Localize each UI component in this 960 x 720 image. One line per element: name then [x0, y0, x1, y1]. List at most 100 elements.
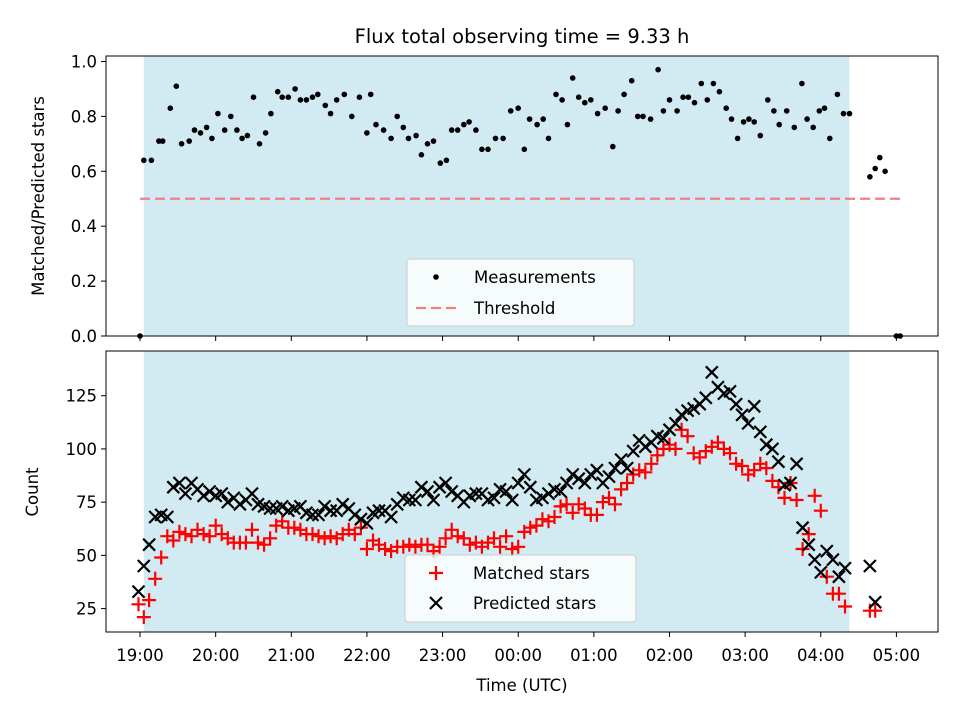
- measurement-point: [274, 88, 281, 95]
- measurement-point: [515, 105, 521, 111]
- predicted-star-marker: [699, 391, 713, 405]
- matched-star-marker: [632, 463, 647, 478]
- predicted-star-marker: [505, 493, 519, 507]
- matched-star-marker: [438, 531, 453, 546]
- measurement-point: [448, 127, 455, 133]
- measurement-point: [804, 116, 810, 122]
- predicted-star-marker: [523, 480, 538, 494]
- matched-star-marker: [402, 537, 417, 552]
- measurement-point: [239, 135, 245, 142]
- matched-star-marker: [166, 533, 181, 548]
- measurement-point: [203, 124, 210, 131]
- predicted-star-marker: [137, 559, 151, 573]
- measurement-point: [186, 138, 192, 144]
- matched-star-marker: [178, 527, 193, 542]
- bottom-y-tick-label: 100: [66, 440, 98, 459]
- measurement-point: [268, 110, 274, 117]
- matched-star-marker: [735, 459, 750, 473]
- matched-star-marker: [511, 539, 526, 554]
- matched-star-marker: [577, 501, 592, 516]
- matched-star-marker: [408, 539, 423, 554]
- legend-matched-label: Matched stars: [473, 564, 590, 583]
- bottom-x-tick-label: 03:00: [721, 646, 769, 665]
- bottom-panel: 25 50 75 100 125 19:00 20:00 21:00 22:00 23:00 00…: [23, 351, 939, 695]
- legend-measurements-marker: [433, 274, 439, 280]
- legend-threshold-label: Threshold: [473, 299, 555, 318]
- matched-star-marker: [729, 456, 744, 471]
- matched-star-marker: [444, 522, 459, 537]
- measurement-point: [479, 146, 485, 153]
- measurement-point: [680, 94, 686, 100]
- top-y-tick-label: 0.0: [71, 327, 97, 346]
- measurement-point: [526, 116, 533, 122]
- measurement-point: [437, 160, 444, 166]
- bottom-x-tick-label: 00:00: [494, 646, 542, 665]
- predicted-star-marker: [553, 484, 568, 499]
- measurement-point: [349, 113, 355, 120]
- matched-star-marker: [317, 531, 332, 546]
- predicted-star-marker: [559, 476, 574, 490]
- matched-star-marker: [131, 597, 146, 612]
- measurement-point: [167, 105, 174, 111]
- top-x-ticks: [139, 336, 897, 341]
- measurement-point: [716, 88, 723, 95]
- measurement-point: [461, 121, 467, 128]
- predicted-star-marker: [432, 480, 447, 494]
- measurement-point: [315, 91, 321, 98]
- top-y-ticks: 0.0 0.2 0.4 0.6 0.8 1.0: [71, 52, 106, 346]
- predicted-star-marker: [444, 484, 459, 499]
- predicted-star-marker: [638, 440, 653, 454]
- matched-star-marker: [305, 527, 320, 542]
- measurement-point: [373, 121, 379, 128]
- measurement-point: [882, 168, 888, 175]
- matched-star-marker: [238, 535, 253, 550]
- measurement-point: [333, 97, 340, 103]
- predicted-star-marker: [820, 544, 834, 558]
- predicted-star-marker: [801, 537, 816, 552]
- measurement-point: [588, 97, 594, 103]
- matched-star-marker: [795, 542, 810, 556]
- measurement-point: [279, 94, 286, 100]
- matched-star-marker: [692, 450, 707, 465]
- bottom-y-tick-label: 75: [76, 493, 97, 512]
- predicted-star-marker: [323, 503, 338, 518]
- measurement-point: [655, 66, 661, 73]
- measurement-point: [615, 108, 621, 114]
- measurement-point: [500, 135, 506, 142]
- top-axes-frame: [105, 55, 939, 337]
- matched-star-marker: [184, 529, 199, 544]
- measurement-point: [521, 146, 528, 153]
- predicted-star-marker: [868, 595, 882, 609]
- predicted-star-marker: [511, 476, 525, 490]
- matched-star-marker: [608, 497, 622, 512]
- matched-star-marker: [359, 542, 374, 556]
- predicted-star-marker: [426, 493, 441, 507]
- predicted-star-marker: [233, 497, 247, 512]
- measurement-point: [698, 80, 705, 87]
- measurement-point: [564, 121, 571, 128]
- matched-star-marker: [505, 542, 520, 556]
- top-y-tick-label: 0.6: [71, 162, 97, 181]
- measurement-point: [765, 97, 771, 103]
- measurement-point: [303, 97, 310, 103]
- top-panel: 0.0 0.2 0.4 0.6 0.8 1.0 Matched/Predicted sta…: [29, 52, 939, 346]
- predicted-star-marker: [705, 365, 719, 380]
- predicted-star-marker: [499, 484, 513, 499]
- predicted-star-marker: [517, 467, 532, 482]
- predicted-star-marker: [838, 561, 852, 575]
- predicted-star-marker: [166, 480, 181, 494]
- measurement-point: [221, 127, 228, 133]
- measurement-point: [148, 157, 155, 164]
- matched-star-marker: [378, 542, 393, 556]
- measurement-point: [341, 91, 348, 98]
- measurement-point: [771, 108, 777, 114]
- measurement-point: [394, 113, 401, 120]
- predicted-star-marker: [789, 457, 804, 471]
- measurement-point: [443, 157, 450, 164]
- predicted-star-marker: [131, 584, 146, 599]
- measurement-point: [647, 116, 654, 122]
- measurement-point: [380, 127, 387, 133]
- measurement-point: [751, 119, 757, 125]
- measurement-point: [413, 132, 419, 139]
- measurement-point: [141, 157, 147, 164]
